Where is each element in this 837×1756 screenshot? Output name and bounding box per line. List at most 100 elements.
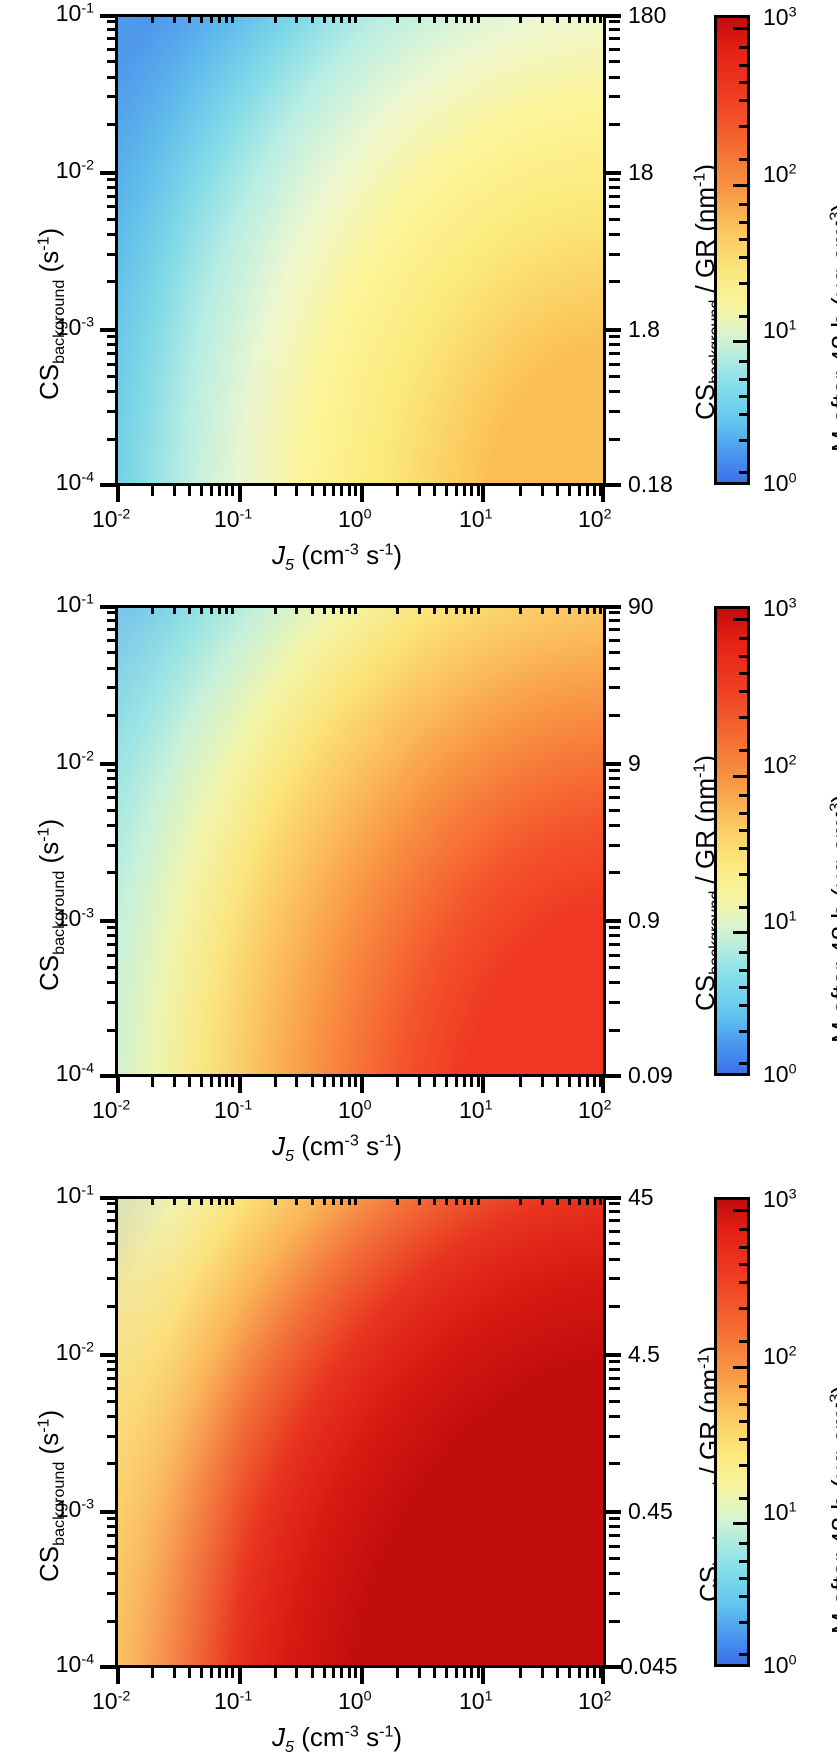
xtick-minor — [445, 485, 449, 496]
panel-b-cbar-tick — [739, 951, 747, 954]
panel-c-y2tick-major-3 — [603, 1665, 621, 1669]
ytick-minor — [609, 60, 620, 64]
xtick-minor — [231, 14, 235, 23]
ytick-minor — [609, 75, 620, 79]
ytick-minor — [107, 651, 118, 655]
panel-b-cbar-label-2: 101 — [763, 908, 797, 934]
panel-c-cbar-tick — [739, 1307, 747, 1310]
panel-b: 10-1 10-2 10-3 10-4 90 9 0.9 0.09 10-2 1… — [0, 591, 837, 1176]
xtick-minor — [322, 485, 326, 496]
panel-c-xtick-major-2 — [360, 1666, 364, 1684]
panel-b-cbar-tick — [733, 618, 747, 621]
ytick-minor — [609, 334, 620, 338]
panel-b-cbar-tick — [739, 1062, 747, 1065]
xtick-minor — [347, 1076, 351, 1087]
panel-a-y-axis-title: CSbackground (s-1) — [34, 227, 69, 400]
panel-a-y2tick-label-0: 180 — [628, 2, 667, 28]
xtick-minor — [150, 605, 154, 614]
xtick-minor — [172, 1076, 176, 1087]
xtick-minor — [599, 485, 603, 496]
xtick-minor — [150, 14, 154, 23]
ytick-minor — [609, 1367, 620, 1371]
ytick-minor — [609, 943, 620, 947]
xtick-minor — [396, 1196, 400, 1205]
ytick-minor — [609, 1516, 620, 1520]
panel-c-x-axis-title: J5 (cm-3 s-1) — [272, 1722, 403, 1756]
panel-b-x-axis-title: J5 (cm-3 s-1) — [272, 1131, 403, 1166]
panel-a-cbar-label-3: 100 — [763, 470, 797, 496]
ytick-minor — [107, 375, 118, 379]
panel-a-cbar-tick — [739, 378, 747, 381]
panel-b-heatmap-shading — [118, 608, 603, 1074]
ytick-minor — [107, 1557, 118, 1561]
ytick-minor — [609, 871, 620, 875]
ytick-minor — [107, 1277, 118, 1281]
panel-b-xtick-label-3: 101 — [459, 1097, 493, 1123]
ytick-minor — [107, 1367, 118, 1371]
ytick-minor — [107, 232, 118, 236]
panel-b-cbar-tick — [739, 986, 747, 989]
xtick-minor — [150, 1667, 154, 1678]
panel-b-xtick-major-4 — [601, 1075, 605, 1093]
panel-c-cbar-label-2: 101 — [763, 1499, 797, 1525]
xtick-minor — [540, 1196, 544, 1205]
xtick-minor — [224, 1196, 228, 1205]
xtick-minor — [172, 1667, 176, 1678]
panel-a-xtick-label-2: 100 — [338, 506, 372, 532]
xtick-minor — [231, 605, 235, 614]
panel-c-cbar-label-1: 102 — [763, 1343, 797, 1369]
ytick-minor — [107, 628, 118, 632]
panel-b-ytick-label-2: 10-3 — [55, 905, 94, 931]
ytick-minor — [107, 409, 118, 413]
ytick-minor — [107, 194, 118, 198]
panel-b-cbar-tick — [739, 1030, 747, 1033]
xtick-minor — [217, 605, 221, 614]
panel-a-cbar-tick — [739, 471, 747, 474]
xtick-minor — [353, 485, 357, 496]
ytick-minor — [609, 1591, 620, 1595]
panel-a-cbar-tick — [739, 203, 747, 206]
ytick-minor — [107, 362, 118, 366]
panel-a-xtick-label-1: 10-1 — [214, 506, 253, 532]
xtick-minor — [340, 1196, 344, 1205]
ytick-minor — [609, 1387, 620, 1391]
panel-a-colorbar-title: M after 48 h (μg cm-3) — [826, 203, 837, 452]
xtick-minor — [418, 1667, 422, 1678]
panel-c-xtick-label-3: 101 — [459, 1688, 493, 1714]
ytick-minor — [609, 638, 620, 642]
xtick-minor — [568, 1076, 572, 1087]
xtick-minor — [217, 1196, 221, 1205]
xtick-minor — [295, 1076, 299, 1087]
panel-b-cbar-tick — [739, 672, 747, 675]
ytick-minor — [107, 20, 118, 24]
panel-b-xtick-major-0 — [116, 1075, 120, 1093]
panel-b-ytick-major-0 — [100, 605, 118, 609]
panel-c-cbar-tick — [739, 1595, 747, 1598]
xtick-minor — [463, 1196, 467, 1205]
ytick-minor — [107, 611, 118, 615]
xtick-minor — [445, 1196, 449, 1205]
panel-a-heatmap-shading — [118, 17, 603, 483]
ytick-minor — [609, 1219, 620, 1223]
xtick-minor — [187, 1196, 191, 1205]
panel-b-cbar-label-1: 102 — [763, 752, 797, 778]
panel-c-y2tick-major-0 — [603, 1196, 621, 1200]
xtick-minor — [577, 485, 581, 496]
panel-c-cbar-tick — [733, 1366, 747, 1369]
ytick-minor — [609, 619, 620, 623]
xtick-minor — [187, 14, 191, 23]
xtick-minor — [455, 14, 459, 23]
panel-c-ytick-major-3 — [100, 1665, 118, 1669]
ytick-minor — [107, 1000, 118, 1004]
xtick-minor — [347, 485, 351, 496]
ytick-minor — [107, 185, 118, 189]
ytick-minor — [609, 796, 620, 800]
ytick-minor — [107, 953, 118, 957]
panel-a-y2tick-major-3 — [603, 483, 621, 487]
xtick-minor — [199, 14, 203, 23]
panel-b-cbar-tick — [739, 749, 747, 752]
panel-c-cbar-tick — [739, 1560, 747, 1563]
panel-a-cbar-label-2: 101 — [763, 317, 797, 343]
xtick-minor — [353, 1667, 357, 1678]
xtick-minor — [433, 1667, 437, 1678]
